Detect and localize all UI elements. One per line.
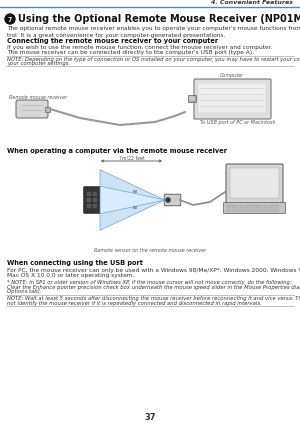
FancyBboxPatch shape — [224, 203, 286, 214]
Bar — [250, 209, 255, 212]
FancyBboxPatch shape — [83, 187, 100, 214]
Bar — [262, 205, 267, 208]
Text: When connecting using the USB port: When connecting using the USB port — [7, 260, 143, 266]
Polygon shape — [100, 186, 165, 214]
Text: not identify the mouse receiver if it is repeatedly connected and disconnected i: not identify the mouse receiver if it is… — [7, 300, 262, 305]
Bar — [250, 205, 255, 208]
Text: Remote sensor on the remote mouse receiver: Remote sensor on the remote mouse receiv… — [94, 248, 206, 253]
Text: 7m/22 feet: 7m/22 feet — [119, 155, 144, 160]
Polygon shape — [100, 170, 165, 230]
Bar — [268, 205, 273, 208]
Text: Remote mouse receiver: Remote mouse receiver — [9, 95, 67, 100]
Text: The optional remote mouse receiver enables you to operate your computer's mouse : The optional remote mouse receiver enabl… — [7, 26, 300, 38]
Text: your computer settings.: your computer settings. — [7, 61, 70, 66]
Text: If you wish to use the remote mouse function, connect the mouse receiver and com: If you wish to use the remote mouse func… — [7, 45, 272, 50]
Bar — [226, 209, 231, 212]
FancyBboxPatch shape — [164, 194, 181, 206]
FancyBboxPatch shape — [194, 79, 271, 119]
Text: 37: 37 — [144, 413, 156, 422]
FancyBboxPatch shape — [16, 100, 48, 118]
Text: Computer: Computer — [220, 73, 244, 78]
Text: The mouse receiver can be connected directly to the computer's USB port (type A): The mouse receiver can be connected dire… — [7, 50, 254, 55]
Text: NOTE: Depending on the type of connection or OS installed on your computer, you : NOTE: Depending on the type of connectio… — [7, 57, 300, 62]
Bar — [268, 209, 273, 212]
Text: Clear the Enhance pointer precision check box underneath the mouse speed slider : Clear the Enhance pointer precision chec… — [7, 285, 300, 289]
Bar — [244, 209, 249, 212]
Text: For PC, the mouse receiver can only be used with a Windows 98/Me/XP*, Windows 20: For PC, the mouse receiver can only be u… — [7, 268, 300, 273]
Text: To USB port of PC or Macintosh: To USB port of PC or Macintosh — [200, 120, 275, 125]
Bar — [274, 205, 279, 208]
Text: 7: 7 — [8, 16, 12, 22]
Bar — [189, 96, 195, 101]
Text: Options tab].: Options tab]. — [7, 289, 41, 294]
Bar — [87, 204, 91, 208]
Bar — [93, 204, 97, 208]
Text: Mac OS X 10.0.0 or later operating system.: Mac OS X 10.0.0 or later operating syste… — [7, 273, 134, 278]
Bar — [232, 209, 237, 212]
Text: * NOTE: In SP1 or older version of Windows XP, if the mouse cursor will not move: * NOTE: In SP1 or older version of Windo… — [7, 280, 292, 285]
FancyBboxPatch shape — [198, 83, 266, 113]
Circle shape — [5, 14, 15, 24]
Bar — [274, 209, 279, 212]
Bar — [93, 192, 97, 196]
Bar — [226, 205, 231, 208]
Bar — [262, 209, 267, 212]
Bar — [238, 205, 243, 208]
Bar — [45, 107, 50, 112]
Text: 60: 60 — [132, 190, 138, 194]
FancyBboxPatch shape — [226, 164, 283, 204]
Text: When operating a computer via the remote mouse receiver: When operating a computer via the remote… — [7, 148, 227, 154]
Bar — [238, 209, 243, 212]
Circle shape — [166, 198, 170, 202]
Text: NOTE: Wait at least 5 seconds after disconnecting the mouse receiver before reco: NOTE: Wait at least 5 seconds after disc… — [7, 296, 300, 301]
Bar — [87, 198, 91, 202]
Text: Using the Optional Remote Mouse Receiver (NP01MR): Using the Optional Remote Mouse Receiver… — [18, 14, 300, 24]
Bar — [244, 205, 249, 208]
Bar — [87, 192, 91, 196]
Text: Connecting the remote mouse receiver to your computer: Connecting the remote mouse receiver to … — [7, 38, 218, 44]
Text: 60: 60 — [132, 206, 138, 210]
Bar — [232, 205, 237, 208]
Text: 4. Convenient Features: 4. Convenient Features — [211, 0, 293, 5]
Bar — [188, 95, 196, 102]
Bar — [256, 209, 261, 212]
Bar — [256, 205, 261, 208]
Bar — [230, 168, 279, 198]
Bar — [93, 198, 97, 202]
